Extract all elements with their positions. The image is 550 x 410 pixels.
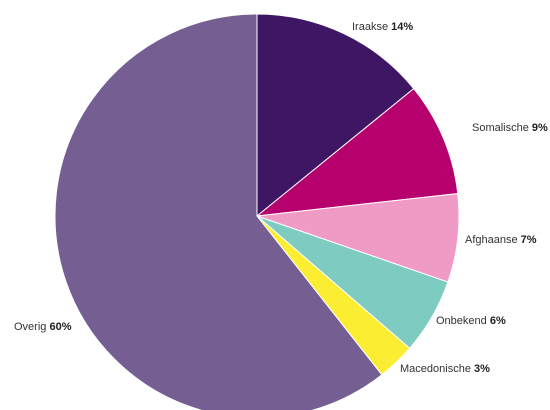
slice-label-value: 3% bbox=[474, 363, 490, 375]
slice-label-name: Afghaanse bbox=[465, 234, 521, 246]
slice-label-name: Overig bbox=[14, 321, 49, 333]
slice-label-name: Onbekend bbox=[436, 315, 490, 327]
pie-slice-somalische bbox=[255, 87, 459, 217]
slice-label-overig: Overig 60% bbox=[14, 321, 72, 333]
slice-label-somalische: Somalische 9% bbox=[472, 122, 548, 134]
slice-label-iraakse: Iraakse 14% bbox=[352, 21, 413, 33]
pie-labels: Iraakse 14% Somalische 9% Afghaanse 7% Onbe… bbox=[14, 21, 548, 375]
slice-label-macedonische: Macedonische 3% bbox=[400, 363, 490, 375]
pie-slices bbox=[54, 13, 460, 410]
slice-label-name: Iraakse bbox=[352, 21, 391, 33]
slice-label-onbekend: Onbekend 6% bbox=[436, 315, 506, 327]
slice-label-value: 60% bbox=[49, 321, 71, 333]
slice-label-value: 9% bbox=[532, 122, 548, 134]
slice-label-afghaanse: Afghaanse 7% bbox=[465, 234, 537, 246]
pie-slice-iraakse bbox=[256, 13, 415, 218]
slice-label-value: 14% bbox=[391, 21, 413, 33]
slice-label-name: Somalische bbox=[472, 122, 532, 134]
slice-label-value: 6% bbox=[490, 315, 506, 327]
slice-label-name: Macedonische bbox=[400, 363, 474, 375]
slice-label-value: 7% bbox=[521, 234, 537, 246]
pie-slice-overig bbox=[54, 13, 383, 410]
